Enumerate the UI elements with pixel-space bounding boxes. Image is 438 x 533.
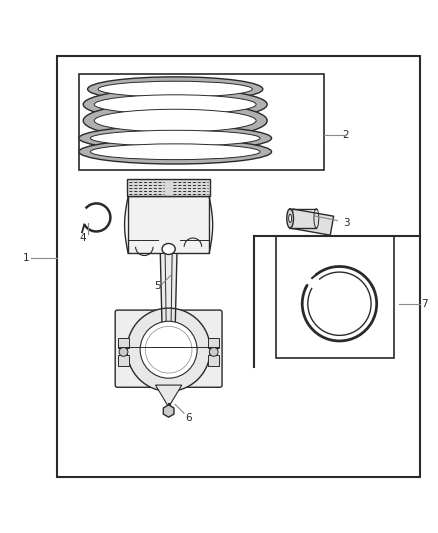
Text: 5: 5 — [154, 281, 161, 291]
Bar — [118, 338, 129, 349]
Bar — [128, 197, 209, 253]
Circle shape — [145, 326, 192, 373]
Ellipse shape — [83, 102, 267, 139]
Ellipse shape — [90, 144, 260, 159]
Bar — [118, 356, 129, 366]
Circle shape — [127, 308, 210, 391]
Polygon shape — [160, 254, 177, 324]
Text: 6: 6 — [185, 413, 192, 423]
Text: 3: 3 — [343, 217, 350, 228]
Text: 4: 4 — [80, 233, 87, 243]
Bar — [208, 338, 219, 349]
Bar — [208, 356, 219, 366]
Ellipse shape — [287, 209, 293, 228]
Ellipse shape — [162, 244, 175, 254]
Text: 7: 7 — [421, 298, 428, 309]
Ellipse shape — [79, 140, 272, 164]
Ellipse shape — [90, 130, 260, 146]
Bar — [276, 236, 394, 359]
Ellipse shape — [83, 88, 267, 120]
Text: 2: 2 — [343, 130, 350, 140]
Ellipse shape — [289, 214, 292, 222]
Ellipse shape — [94, 95, 256, 114]
Ellipse shape — [94, 109, 256, 132]
Bar — [127, 179, 210, 197]
Polygon shape — [155, 385, 182, 407]
Circle shape — [140, 321, 197, 378]
FancyBboxPatch shape — [115, 310, 222, 387]
Bar — [290, 209, 334, 235]
Text: 1: 1 — [23, 253, 30, 263]
Bar — [57, 56, 420, 477]
Circle shape — [119, 348, 128, 356]
Ellipse shape — [79, 126, 272, 150]
Polygon shape — [163, 405, 174, 417]
Bar — [79, 74, 324, 170]
Ellipse shape — [98, 81, 252, 97]
Ellipse shape — [88, 77, 263, 101]
Circle shape — [209, 348, 218, 356]
